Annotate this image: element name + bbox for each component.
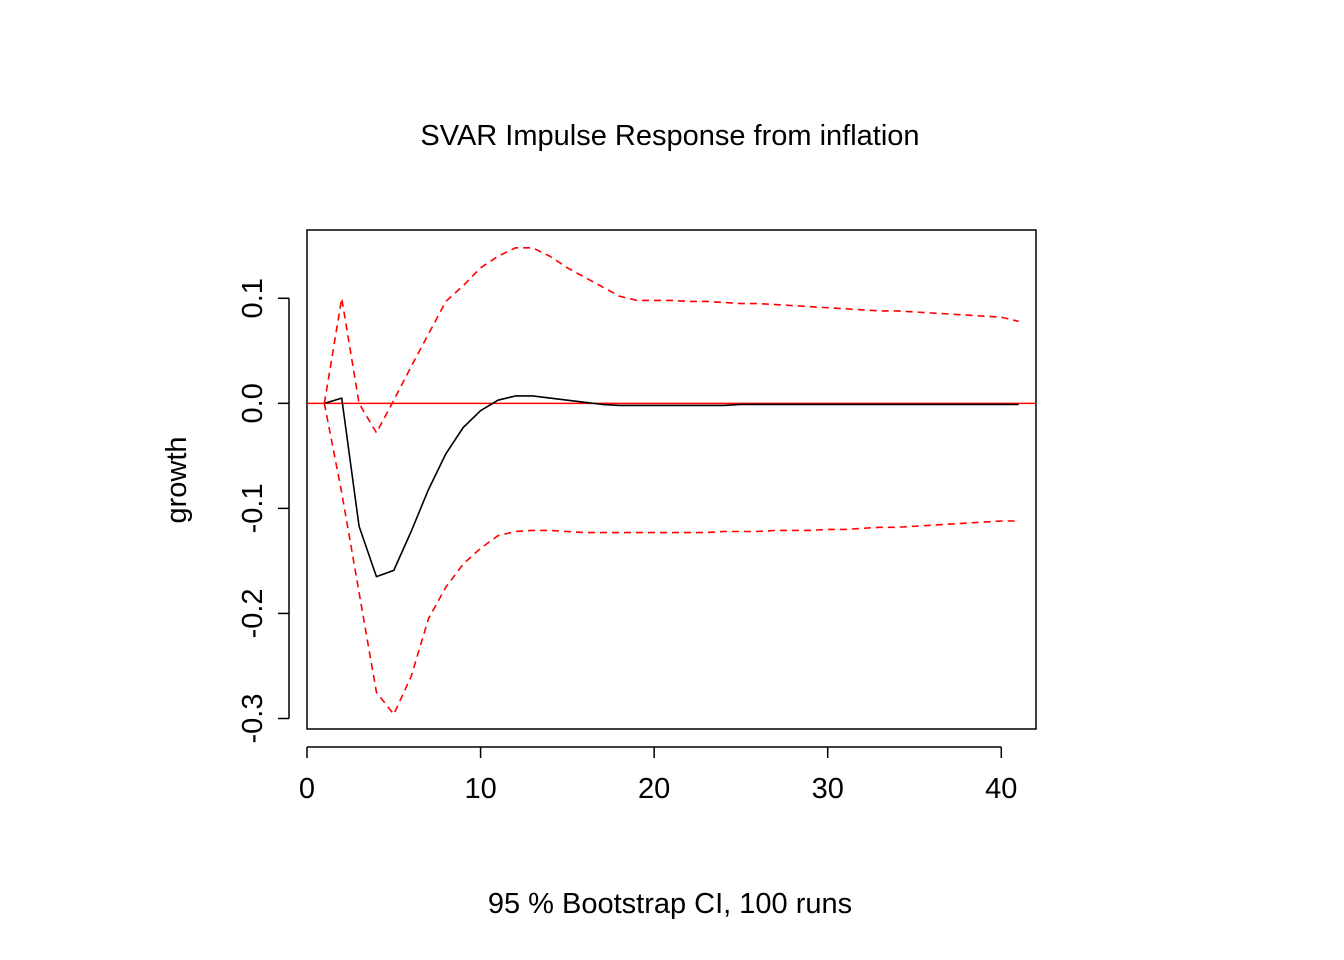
x-axis: 0 10 20 30 40: [299, 746, 1017, 805]
y-axis-label: growth: [161, 436, 193, 523]
x-tick-label: 20: [638, 773, 670, 805]
response-line: [324, 395, 1019, 578]
x-axis-label: 95 % Bootstrap CI, 100 runs: [488, 888, 852, 920]
lower-ci-line: [323, 403, 1019, 716]
y-axis: -0.3 -0.2 -0.1 0.0 0.1: [237, 278, 290, 744]
x-tick-label: 10: [464, 773, 496, 805]
y-tick-label: -0.3: [237, 694, 269, 744]
x-tick-label: 40: [985, 773, 1017, 805]
chart-title: SVAR Impulse Response from inflation: [420, 120, 919, 152]
y-tick-label: 0.0: [237, 383, 269, 423]
y-tick-label: 0.1: [237, 278, 269, 318]
plot-area: [307, 247, 1036, 716]
upper-ci-line: [323, 247, 1019, 434]
y-tick-label: -0.1: [237, 483, 269, 533]
plot-frame: [306, 229, 1037, 730]
x-tick-label: 0: [299, 773, 315, 805]
x-tick-label: 30: [812, 773, 844, 805]
y-tick-label: -0.2: [237, 588, 269, 638]
